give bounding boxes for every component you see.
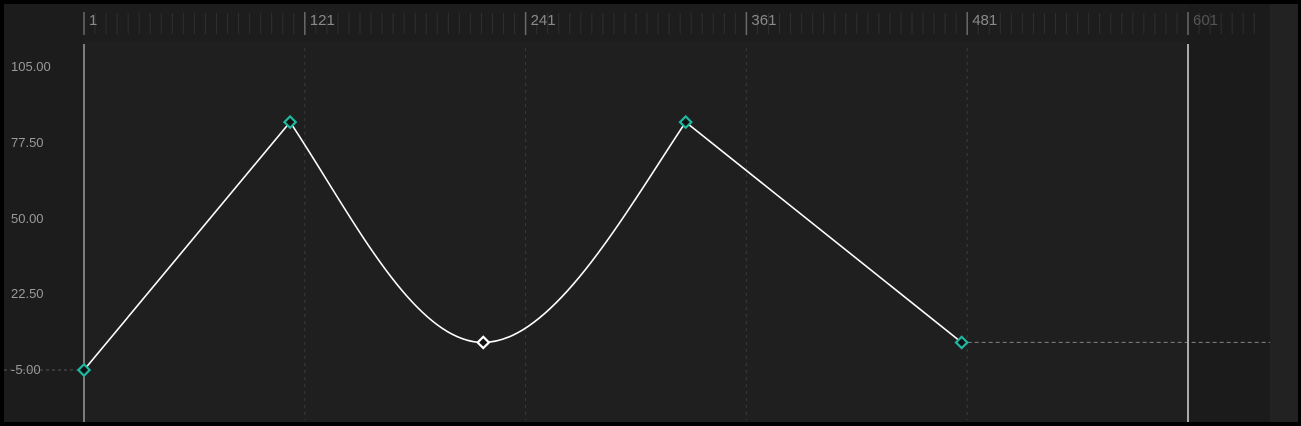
ruler-label: 1 xyxy=(89,12,98,29)
ruler-label: 601 xyxy=(1193,12,1219,29)
out-of-range-area xyxy=(1188,4,1270,422)
value-axis-panel xyxy=(4,4,84,422)
value-axis-label: 22.50 xyxy=(11,286,44,302)
value-axis-label: -5.00 xyxy=(11,362,41,377)
keyframe[interactable] xyxy=(76,362,92,378)
keyframe[interactable] xyxy=(678,114,693,130)
ruler-label: 481 xyxy=(972,12,998,29)
graph-background xyxy=(4,4,1298,422)
timeline-ruler[interactable] xyxy=(84,4,1270,42)
ruler-label: 361 xyxy=(751,12,777,29)
keyframe[interactable] xyxy=(954,335,969,350)
value-axis-label: 50.00 xyxy=(11,210,44,226)
value-axis-label: 77.50 xyxy=(11,134,44,150)
ruler-label: 121 xyxy=(309,12,335,29)
ruler-label: 241 xyxy=(530,12,556,29)
keyframe[interactable] xyxy=(282,114,298,130)
value-axis-label: 105.00 xyxy=(11,59,51,74)
selected-keyframe[interactable] xyxy=(476,335,491,350)
scroll-gutter[interactable] xyxy=(1270,4,1298,422)
